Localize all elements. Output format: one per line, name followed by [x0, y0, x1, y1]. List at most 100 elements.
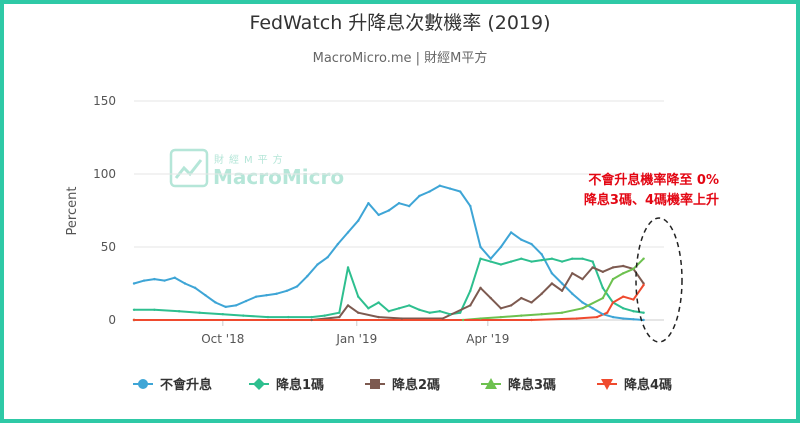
data-point-2: [221, 312, 225, 316]
legend-item-2[interactable]: 降息1碼: [249, 377, 324, 393]
data-point-1: [397, 202, 401, 205]
data-point-1: [571, 292, 574, 295]
data-point-4: [499, 315, 503, 319]
data-point-2: [469, 289, 472, 292]
data-point-1: [489, 257, 492, 260]
data-point-2: [458, 311, 462, 314]
data-point-5: [606, 311, 609, 314]
data-point-2: [177, 310, 181, 313]
legend-marker-icon: [370, 379, 380, 389]
x-tick-label: Oct '18: [201, 332, 244, 346]
data-point-5: [530, 318, 533, 322]
data-point-5: [132, 318, 136, 322]
data-point-2: [198, 311, 201, 314]
data-point-5: [622, 295, 625, 298]
data-point-2: [266, 315, 270, 319]
legend-item-5[interactable]: 降息4碼: [597, 377, 672, 393]
data-point-3: [441, 317, 444, 320]
data-point-4: [632, 267, 635, 271]
watermark-top-text: 財經M平方: [214, 153, 288, 166]
watermark-logo-icon: [169, 148, 209, 188]
data-point-1: [234, 304, 238, 307]
data-point-2: [601, 286, 605, 290]
data-point-2: [397, 307, 401, 310]
data-point-3: [509, 304, 513, 307]
y-tick-label: 150: [93, 94, 116, 108]
data-point-2: [560, 260, 564, 263]
data-point-1: [244, 299, 248, 303]
data-point-3: [489, 296, 492, 300]
x-tick-label: Apr '19: [466, 332, 509, 346]
data-point-1: [428, 190, 431, 193]
data-point-3: [622, 264, 625, 268]
data-point-1: [499, 245, 503, 249]
data-point-3: [346, 304, 350, 307]
data-point-1: [550, 272, 554, 275]
chart-title: FedWatch 升降息次數機率 (2019): [249, 12, 551, 34]
data-point-2: [310, 315, 313, 319]
data-point-1: [469, 204, 472, 208]
data-point-2: [489, 260, 492, 263]
y-tick-label: 100: [93, 167, 116, 181]
data-point-1: [438, 184, 441, 187]
legend-item-3[interactable]: 降息2碼: [365, 377, 440, 393]
data-point-4: [560, 311, 564, 314]
series-line-3: [134, 265, 645, 321]
data-point-2: [540, 258, 543, 262]
data-point-1: [642, 318, 645, 322]
data-point-3: [591, 266, 594, 269]
legend-item-4[interactable]: 降息3碼: [481, 377, 556, 393]
y-axis-label: Percent: [65, 187, 80, 236]
data-point-5: [575, 317, 578, 320]
data-point-3: [571, 272, 574, 275]
data-point-1: [214, 301, 217, 304]
annotation-line-1: 不會升息機率降至 0%: [588, 172, 719, 188]
legend-label: 降息1碼: [276, 377, 324, 393]
data-point-1: [255, 295, 258, 298]
legend-marker-icon: [601, 379, 613, 390]
data-point-1: [295, 285, 299, 288]
data-point-1: [173, 276, 176, 279]
data-point-3: [530, 301, 533, 304]
data-point-2: [323, 314, 326, 317]
data-point-3: [377, 315, 380, 319]
data-point-3: [611, 266, 615, 269]
data-point-2: [428, 311, 431, 314]
data-point-1: [591, 307, 594, 310]
data-point-3: [469, 304, 472, 307]
data-point-1: [346, 231, 350, 234]
legend-label: 降息4碼: [624, 377, 672, 393]
data-point-1: [275, 292, 278, 295]
data-point-1: [560, 282, 564, 285]
data-point-1: [377, 213, 380, 217]
data-point-2: [387, 310, 391, 313]
data-point-5: [632, 298, 635, 301]
data-point-2: [550, 257, 554, 260]
data-point-2: [448, 312, 452, 316]
legend-marker-icon: [485, 378, 497, 389]
data-point-2: [367, 307, 370, 310]
data-point-1: [132, 282, 136, 285]
data-point-1: [601, 312, 605, 316]
data-point-1: [204, 293, 207, 297]
data-point-4: [461, 318, 465, 322]
legend-item-1[interactable]: 不會升息: [133, 377, 212, 393]
legend-label: 不會升息: [160, 377, 212, 393]
data-point-2: [153, 308, 156, 311]
data-point-1: [357, 219, 360, 222]
data-point-2: [357, 295, 360, 298]
data-point-1: [530, 242, 533, 246]
data-point-2: [571, 257, 574, 260]
data-point-3: [400, 317, 404, 320]
data-point-3: [560, 289, 564, 292]
data-point-4: [622, 272, 625, 275]
legend-label: 降息3碼: [508, 377, 556, 393]
legend-marker-icon: [138, 379, 148, 389]
data-point-3: [601, 270, 605, 274]
data-point-1: [224, 305, 227, 309]
data-point-2: [479, 257, 482, 260]
data-point-3: [499, 307, 503, 310]
data-point-2: [338, 311, 341, 314]
legend: 不會升息 降息1碼 降息2碼 降息3碼 降息4碼: [133, 377, 672, 393]
data-point-2: [418, 308, 421, 311]
